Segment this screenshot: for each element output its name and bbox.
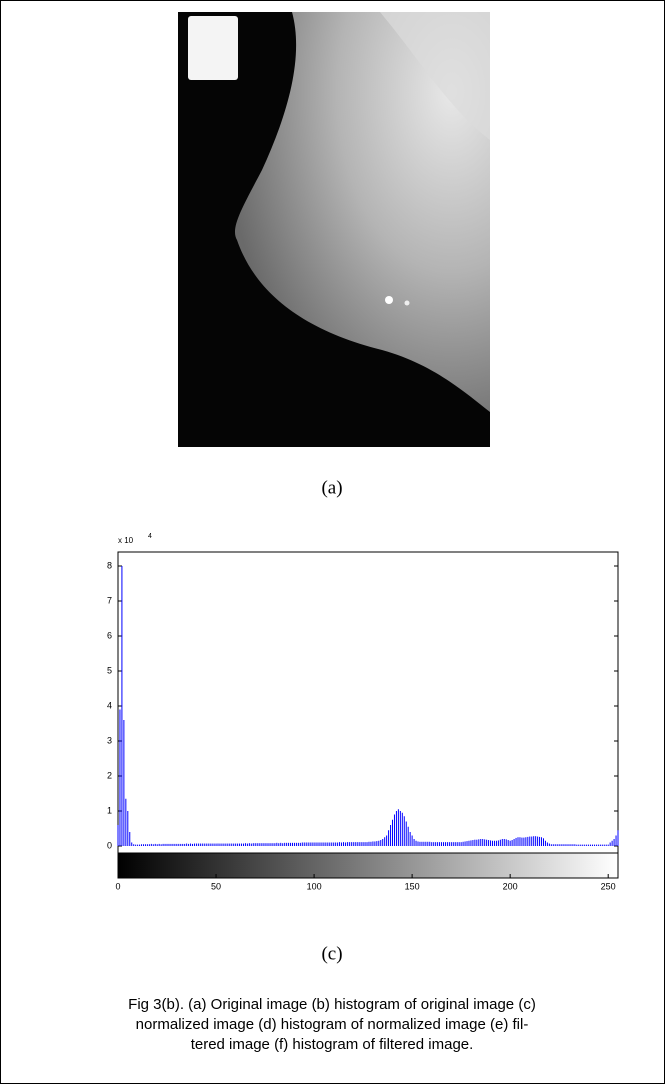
x-tick-label: 0 — [115, 881, 120, 891]
y-tick-label: 4 — [107, 700, 112, 710]
y-tick-label: 6 — [107, 630, 112, 640]
y-tick-label: 5 — [107, 665, 112, 675]
y-tick-label: 1 — [107, 805, 112, 815]
x-tick-label: 200 — [503, 881, 518, 891]
x-tick-label: 100 — [307, 881, 322, 891]
panel-label: (c) — [321, 943, 342, 964]
panel-label: (a) — [321, 477, 342, 498]
y-tick-label: 0 — [107, 840, 112, 850]
colorbar — [117, 852, 619, 879]
mammogram-image — [178, 12, 490, 447]
caption-line: Fig 3(b). (a) Original image (b) histogr… — [128, 996, 536, 1013]
x-tick-label: 250 — [601, 881, 616, 891]
caption: Fig 3(b). (a) Original image (b) histogr… — [128, 996, 536, 1053]
exponent-base: x 10 — [118, 536, 134, 545]
x-tick-label: 150 — [405, 881, 420, 891]
plot-frame — [117, 551, 619, 854]
x-tick-label: 50 — [211, 881, 221, 891]
exponent: 4 — [148, 533, 152, 540]
caption-line: tered image (f) histogram of filtered im… — [191, 1036, 474, 1053]
caption-line: normalized image (d) histogram of normal… — [136, 1016, 529, 1033]
y-tick-label: 8 — [107, 560, 112, 570]
y-tick-label: 7 — [107, 595, 112, 605]
y-tick-label: 2 — [107, 770, 112, 780]
y-tick-label: 3 — [107, 735, 112, 745]
